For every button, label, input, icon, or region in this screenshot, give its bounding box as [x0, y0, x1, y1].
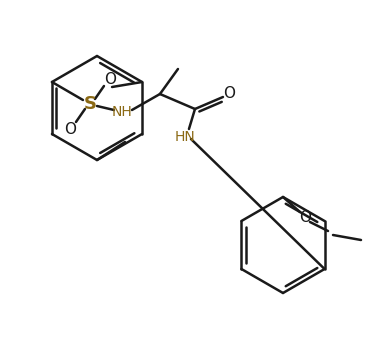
Text: NH: NH	[112, 105, 132, 119]
Text: O: O	[299, 210, 311, 224]
Text: S: S	[84, 95, 97, 113]
Text: HN: HN	[174, 130, 195, 144]
Text: O: O	[104, 73, 116, 88]
Text: O: O	[223, 87, 235, 102]
Text: O: O	[64, 121, 76, 136]
